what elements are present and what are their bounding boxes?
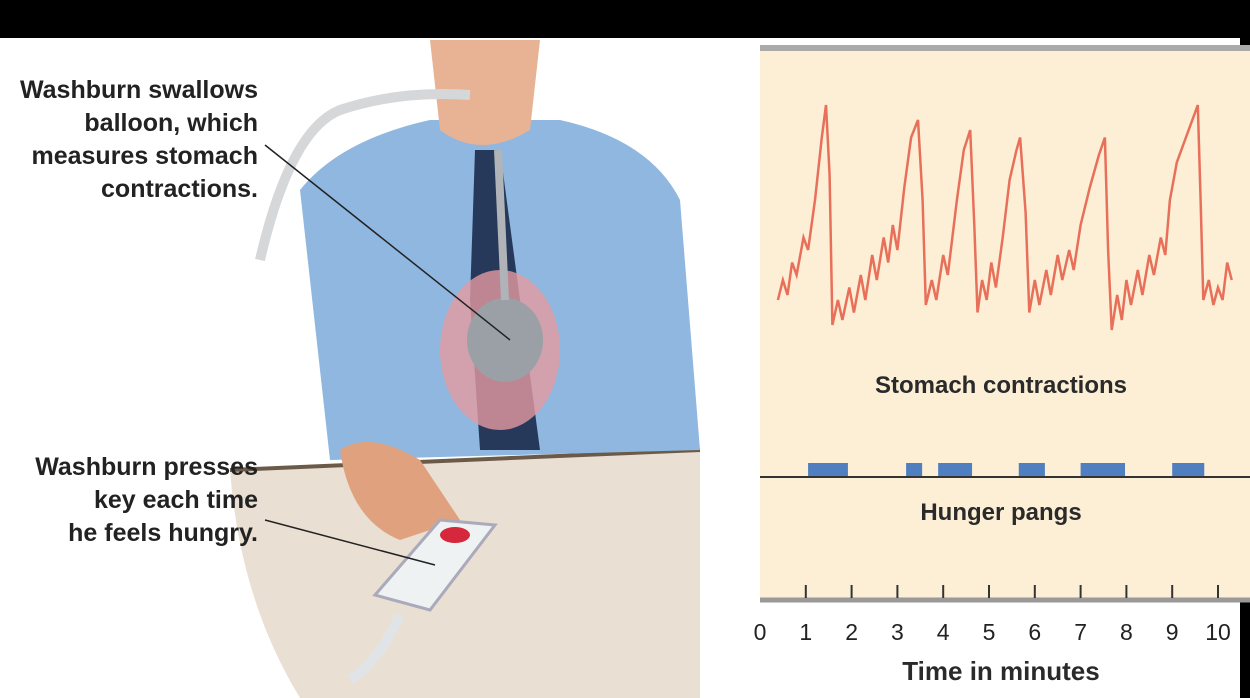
x-tick-label: 2 [845,619,858,645]
table [230,450,700,698]
annotation-line: he feels hungry. [68,519,258,547]
hunger-pang [1019,463,1045,476]
figure: Washburn swallows balloon, which measures … [0,0,1250,698]
hunger-pang [1081,463,1125,476]
annotation-line: balloon, which [84,109,258,137]
x-tick-label: 1 [799,619,812,645]
balloon [467,298,543,382]
annotation-line: key each time [94,486,258,514]
hunger-pang [906,463,922,476]
x-tick-label: 7 [1074,619,1087,645]
x-tick-label: 8 [1120,619,1133,645]
hunger-pang [1172,463,1204,476]
annotation-line: measures stomach [31,142,258,170]
x-tick-label: 6 [1028,619,1041,645]
x-axis-label: Time in minutes [902,656,1099,686]
key [440,527,470,543]
hunger-pang [938,463,972,476]
annotation-line: Washburn swallows [20,76,258,104]
x-tick-label: 9 [1166,619,1179,645]
hunger-pang [808,463,848,476]
x-tick-label: 5 [983,619,996,645]
series-label: Hunger pangs [920,499,1081,526]
x-tick-label: 4 [937,619,950,645]
x-tick-label: 10 [1205,619,1231,645]
x-tick-label: 3 [891,619,904,645]
series-label: Stomach contractions [875,372,1127,399]
annotation-line: Washburn presses [35,453,258,481]
x-tick-label: 0 [754,619,767,645]
annotation-line: contractions. [101,175,258,203]
